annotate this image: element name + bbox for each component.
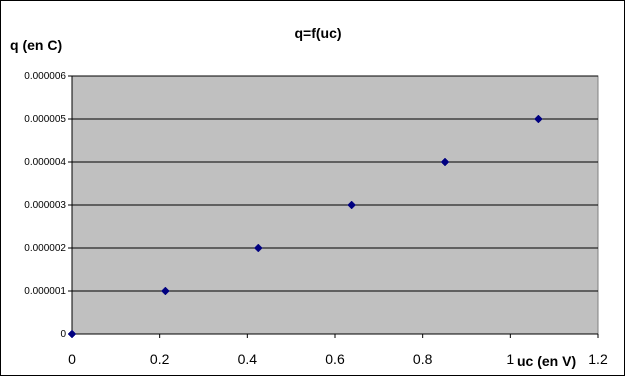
x-axis-label: uc (en V) (517, 353, 576, 369)
x-tick-label: 0 (68, 351, 76, 367)
x-tick-labels: 0 0.2 0.4 0.6 0.8 1 1.2 (68, 334, 608, 367)
y-tick-label: 0.000002 (24, 243, 66, 254)
data-point (347, 200, 357, 210)
y-tick-label: 0 (60, 329, 66, 340)
y-axis-label: q (en C) (10, 37, 62, 53)
data-point (67, 329, 77, 339)
grid-lines (72, 75, 598, 292)
y-tick-label: 0.000003 (24, 200, 66, 211)
x-tick-label: 0.8 (413, 351, 433, 367)
x-tick-label: 0.4 (238, 351, 258, 367)
y-tick-labels: 0 0.000001 0.000002 0.000003 0.000004 0.00000… (24, 71, 72, 340)
y-tick-label: 0.000006 (24, 71, 66, 82)
y-tick-label: 0.000004 (24, 157, 66, 168)
y-tick-label: 0.000001 (24, 286, 66, 297)
x-tick-label: 0.2 (150, 351, 170, 367)
data-point (440, 157, 450, 167)
data-points (67, 114, 543, 339)
chart-title: q=f(uc) (294, 25, 341, 41)
y-tick-label: 0.000005 (24, 114, 66, 125)
x-tick-label: 1.2 (588, 351, 608, 367)
x-tick-label: 0.6 (325, 351, 345, 367)
data-point (253, 243, 263, 253)
data-point (161, 286, 170, 296)
data-point (534, 114, 543, 124)
x-tick-label: 1 (506, 351, 514, 367)
